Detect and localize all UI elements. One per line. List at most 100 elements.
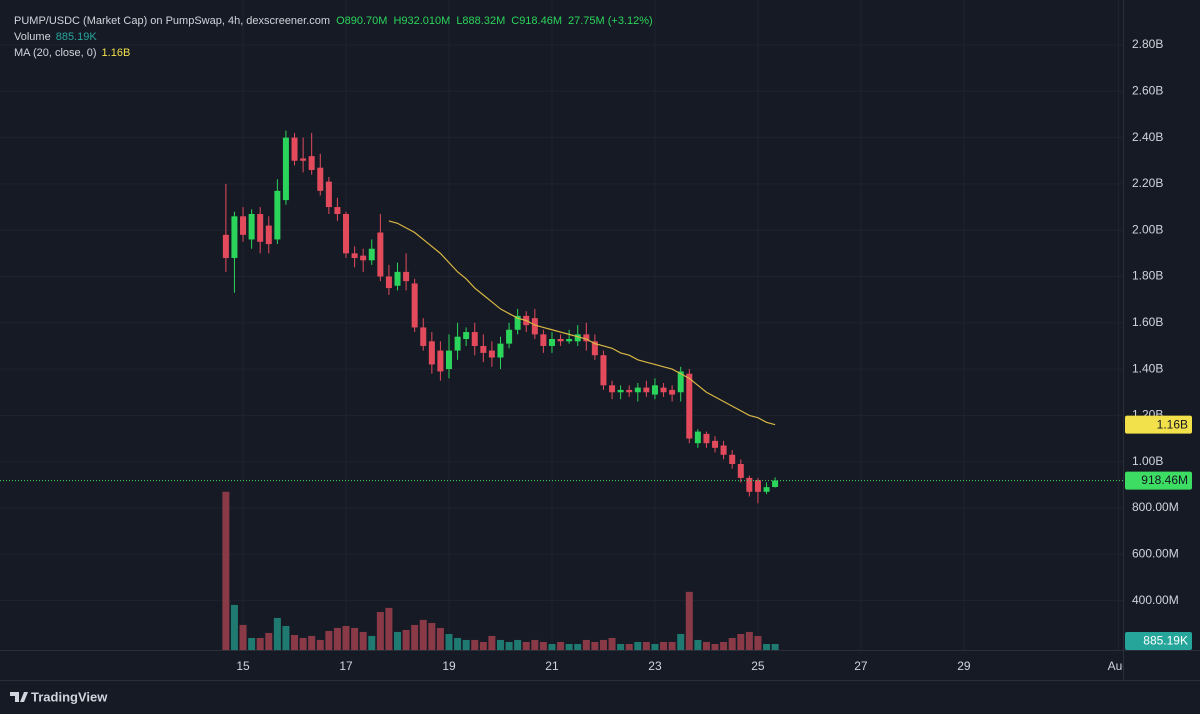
volume-bar	[745, 631, 753, 650]
candle-body	[548, 339, 555, 346]
volume-bar	[419, 619, 427, 650]
candle-body	[514, 315, 521, 330]
candle-body	[686, 373, 693, 439]
volume-bar	[488, 635, 496, 650]
volume-bar	[368, 635, 376, 650]
volume-bar	[702, 641, 710, 650]
volume-bar	[359, 631, 367, 650]
ma-title: MA (20, close, 0)	[14, 47, 97, 59]
candle-body	[308, 156, 315, 171]
candle-body	[420, 327, 427, 346]
volume-bar	[754, 635, 762, 650]
open-label: O890.70M	[336, 15, 387, 27]
x-tick-label: 17	[339, 659, 353, 673]
candle-body	[643, 387, 650, 393]
volume-bar	[394, 631, 402, 650]
volume-bar	[265, 632, 273, 650]
price-tag-bg	[1125, 471, 1192, 490]
candle-body	[282, 137, 289, 201]
y-tick-label: 2.00B	[1132, 222, 1163, 236]
volume-bar	[342, 625, 350, 650]
candle-body	[669, 389, 676, 395]
low-label: L888.32M	[456, 15, 505, 27]
close-label: C918.46M	[511, 15, 562, 27]
candle-body	[368, 248, 375, 261]
ma-value: 1.16B	[102, 47, 131, 59]
candle-body	[257, 213, 264, 242]
candle-body	[634, 387, 641, 393]
candle-body	[317, 167, 324, 191]
volume-bar	[256, 637, 264, 650]
volume-bar	[505, 641, 513, 650]
volume-bar	[514, 639, 522, 650]
volume-bar	[548, 643, 556, 650]
volume-bar	[539, 641, 547, 650]
y-tick-label: 800.00M	[1132, 500, 1179, 514]
x-tick-label: 29	[957, 659, 971, 673]
candle-body	[351, 253, 358, 258]
candle-body	[600, 355, 607, 386]
candle-body	[574, 334, 581, 342]
volume-bar	[617, 643, 625, 650]
volume-bar	[660, 641, 668, 650]
x-tick-label: 25	[751, 659, 765, 673]
volume-bar	[239, 624, 247, 650]
volume-bar	[771, 643, 779, 650]
volume-bar	[291, 634, 299, 650]
volume-bar	[591, 641, 599, 650]
y-tick-label: 1.80B	[1132, 269, 1163, 283]
candle-body	[617, 389, 624, 393]
volume-bar	[316, 639, 324, 650]
candle-body	[566, 339, 573, 342]
volume-bar	[728, 637, 736, 650]
volume-title: Volume	[14, 31, 51, 43]
candle-body	[411, 283, 418, 328]
candle-body	[437, 350, 444, 372]
volume-bar	[668, 641, 676, 650]
candle-body	[274, 190, 281, 240]
volume-bar	[694, 639, 702, 650]
time-axis: 15 17 19 21 23 25 27 29 Aug	[236, 659, 1129, 673]
x-tick-label: 27	[854, 659, 868, 673]
price-tag: 918.46M	[1141, 473, 1188, 487]
candle-body	[377, 232, 384, 277]
volume-bar	[411, 624, 419, 650]
volume-bar	[273, 617, 281, 650]
volume-bar	[376, 611, 384, 650]
symbol-title: PUMP/USDC (Market Cap) on PumpSwap, 4h, …	[14, 15, 330, 27]
volume-bar	[565, 643, 573, 650]
volume-bar	[436, 627, 444, 650]
candle-body	[222, 234, 229, 258]
candle-body	[480, 345, 487, 353]
candle-body	[360, 255, 367, 261]
volume-bar	[333, 627, 341, 650]
candle-body	[394, 271, 401, 286]
y-tick-label: 2.40B	[1132, 130, 1163, 144]
volume-tag-bg	[1125, 632, 1192, 650]
volume-bar	[599, 639, 607, 650]
volume-bar	[642, 641, 650, 650]
y-tick-label: 2.80B	[1132, 37, 1163, 51]
high-label: H932.010M	[393, 15, 450, 27]
candles	[0, 130, 1123, 504]
y-tick-label: 2.60B	[1132, 83, 1163, 97]
volume-bar	[522, 641, 530, 650]
ma-tag: 1.16B	[1157, 417, 1188, 431]
x-tick-label: 23	[648, 659, 662, 673]
volume-legend: Volume 885.19K	[14, 31, 97, 43]
header-line: PUMP/USDC (Market Cap) on PumpSwap, 4h, …	[14, 15, 653, 27]
candle-body	[265, 225, 272, 245]
volume-bar	[428, 622, 436, 650]
candle-body	[343, 213, 350, 254]
volume-bar	[763, 643, 771, 650]
volume-bar	[454, 637, 462, 650]
candle-body	[540, 334, 547, 346]
candle-body	[463, 332, 470, 340]
volume-bar	[282, 625, 290, 650]
candle-body	[385, 276, 392, 289]
x-tick-label: 21	[545, 659, 559, 673]
volume-bar	[737, 633, 745, 650]
candle-body	[703, 433, 710, 444]
candle-body	[609, 385, 616, 393]
